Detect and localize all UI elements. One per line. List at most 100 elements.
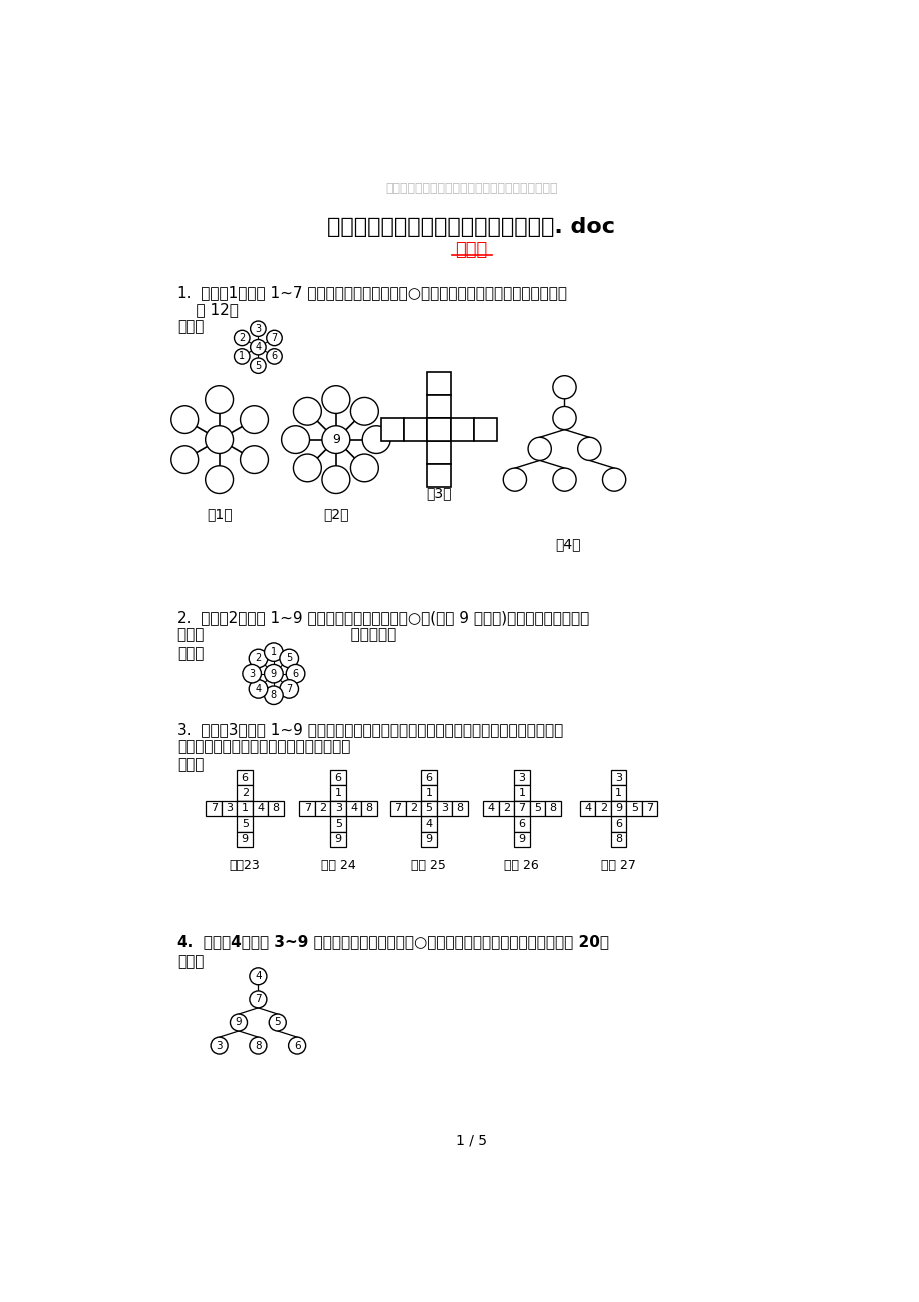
Text: 2: 2 xyxy=(409,803,416,814)
Bar xyxy=(451,801,467,816)
Text: 于 12。: 于 12。 xyxy=(176,302,239,318)
Circle shape xyxy=(265,643,283,661)
Text: 5: 5 xyxy=(335,819,341,829)
Text: 4: 4 xyxy=(425,819,432,829)
Text: 2.  如图（2），将 1~9 这九个数分别填入图中的○里(其中 9 已填好)，使每条直线上的三: 2. 如图（2），将 1~9 这九个数分别填入图中的○里(其中 9 已填好)，使… xyxy=(176,611,588,625)
Bar xyxy=(237,801,253,816)
Text: 6: 6 xyxy=(335,772,341,783)
Circle shape xyxy=(528,437,550,461)
Text: 和为 25: 和为 25 xyxy=(411,859,446,872)
Text: 个数之                              和都相等。: 个数之 和都相等。 xyxy=(176,628,396,642)
Circle shape xyxy=(234,331,250,345)
Bar xyxy=(514,801,529,816)
Bar xyxy=(426,395,450,418)
Bar xyxy=(268,801,284,816)
Text: 和为 24: 和为 24 xyxy=(321,859,355,872)
Text: 7: 7 xyxy=(645,803,652,814)
Circle shape xyxy=(250,1038,267,1055)
Circle shape xyxy=(362,426,390,453)
Circle shape xyxy=(552,469,575,491)
Circle shape xyxy=(171,406,199,434)
Bar xyxy=(330,785,346,801)
Circle shape xyxy=(286,664,304,684)
Bar xyxy=(206,801,221,816)
Text: 1: 1 xyxy=(242,803,248,814)
Circle shape xyxy=(267,331,282,345)
Text: 3: 3 xyxy=(249,669,255,678)
Circle shape xyxy=(240,406,268,434)
Text: 1: 1 xyxy=(335,788,341,798)
Text: 3: 3 xyxy=(216,1040,222,1051)
Text: 和为23: 和为23 xyxy=(230,859,260,872)
Circle shape xyxy=(171,445,199,474)
Text: 9: 9 xyxy=(270,669,277,678)
Bar xyxy=(237,801,253,816)
Text: 5: 5 xyxy=(630,803,637,814)
Text: 6: 6 xyxy=(293,1040,301,1051)
Text: 2: 2 xyxy=(503,803,509,814)
Text: 2: 2 xyxy=(242,788,248,798)
Bar xyxy=(421,801,437,816)
Text: 解答：: 解答： xyxy=(176,758,204,772)
Bar xyxy=(514,785,529,801)
Text: 7: 7 xyxy=(255,995,261,1004)
Bar xyxy=(330,801,346,816)
Bar xyxy=(330,801,346,816)
Circle shape xyxy=(269,1014,286,1031)
Text: 1: 1 xyxy=(425,788,432,798)
Text: 4: 4 xyxy=(255,971,261,982)
Bar xyxy=(390,801,405,816)
Circle shape xyxy=(279,650,298,668)
Bar xyxy=(514,769,529,785)
Circle shape xyxy=(265,686,283,704)
Bar xyxy=(421,832,437,846)
Bar xyxy=(421,816,437,832)
Text: 2: 2 xyxy=(239,333,245,342)
Text: 解答：: 解答： xyxy=(176,646,204,661)
Text: 9: 9 xyxy=(517,835,525,844)
Text: 5: 5 xyxy=(533,803,540,814)
Circle shape xyxy=(243,664,261,684)
Text: 3: 3 xyxy=(440,803,448,814)
Bar xyxy=(610,816,626,832)
Circle shape xyxy=(265,664,283,684)
Text: 2: 2 xyxy=(255,654,261,664)
Circle shape xyxy=(552,376,575,398)
Circle shape xyxy=(267,349,282,365)
Text: 3: 3 xyxy=(226,803,233,814)
Bar xyxy=(498,801,514,816)
Text: 7: 7 xyxy=(517,803,525,814)
Text: 8: 8 xyxy=(365,803,372,814)
Text: 3.  如图（3），将 1~9 这九个数分别填入图中的小方格里，使横行和竖列上五个数之和: 3. 如图（3），将 1~9 这九个数分别填入图中的小方格里，使横行和竖列上五个… xyxy=(176,723,562,737)
Text: 1: 1 xyxy=(615,788,621,798)
Circle shape xyxy=(250,358,266,374)
Bar xyxy=(330,816,346,832)
Circle shape xyxy=(322,385,349,414)
Bar xyxy=(529,801,545,816)
Circle shape xyxy=(350,397,378,426)
Circle shape xyxy=(289,1038,305,1055)
Circle shape xyxy=(602,469,625,491)
Bar xyxy=(221,801,237,816)
Bar xyxy=(450,418,473,441)
Circle shape xyxy=(206,385,233,414)
Bar xyxy=(421,801,437,816)
Text: 6: 6 xyxy=(425,772,432,783)
Text: 1: 1 xyxy=(517,788,525,798)
Text: 4: 4 xyxy=(487,803,494,814)
Bar xyxy=(330,769,346,785)
Bar xyxy=(421,769,437,785)
Bar xyxy=(595,801,610,816)
Text: 9: 9 xyxy=(235,1017,242,1027)
Text: 和为 26: 和为 26 xyxy=(504,859,539,872)
Circle shape xyxy=(250,967,267,984)
Text: 9: 9 xyxy=(615,803,621,814)
Text: 相等。（至少找出两种本质上不同的填法）: 相等。（至少找出两种本质上不同的填法） xyxy=(176,740,350,754)
Text: 5: 5 xyxy=(274,1017,281,1027)
Text: 5: 5 xyxy=(286,654,292,664)
Text: 4: 4 xyxy=(256,803,264,814)
Bar xyxy=(426,418,450,441)
Text: 3: 3 xyxy=(615,772,621,783)
Bar xyxy=(237,785,253,801)
Circle shape xyxy=(322,426,349,453)
